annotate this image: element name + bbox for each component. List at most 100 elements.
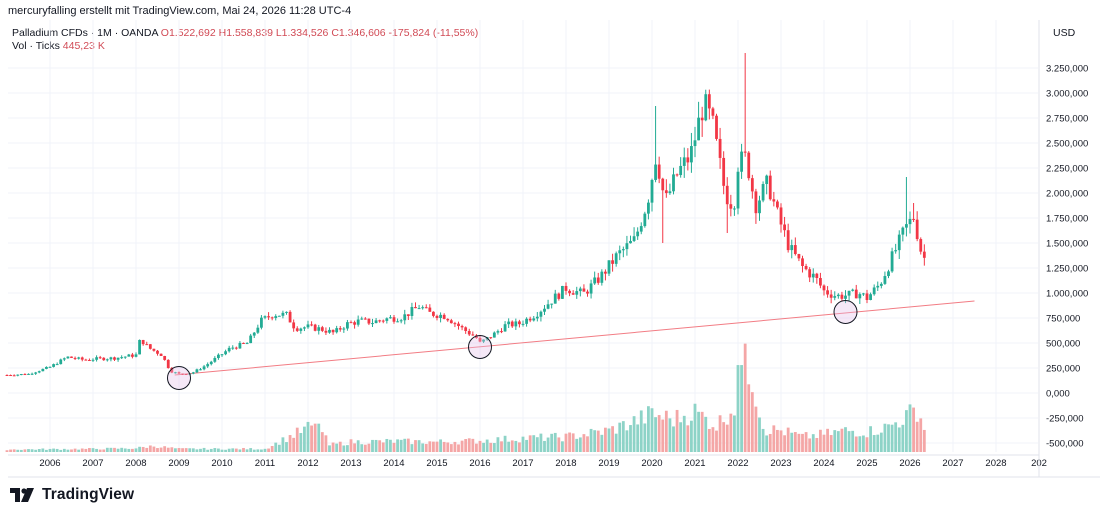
volume-bar: [206, 449, 210, 452]
volume-bar: [722, 422, 726, 452]
x-tick-label: 2013: [340, 458, 361, 469]
candle-body: [428, 307, 432, 312]
volume-bar: [908, 404, 912, 452]
y-tick-label: -500,000: [1046, 439, 1084, 450]
volume-bar: [410, 444, 414, 452]
x-tick-label: 2022: [727, 458, 748, 469]
volume-bar: [503, 435, 507, 452]
volume-bars: [5, 343, 926, 452]
x-tick-label: 2008: [125, 458, 146, 469]
x-tick-label: 2028: [985, 458, 1006, 469]
candle-body: [141, 339, 145, 345]
candle-body: [59, 359, 63, 365]
volume-bar: [310, 425, 313, 452]
candle-body: [238, 342, 242, 349]
candle-body: [367, 318, 371, 324]
candle-body: [733, 208, 736, 210]
volume-bar: [242, 447, 245, 452]
x-tick-label: 2018: [555, 458, 576, 469]
currency-button[interactable]: USD: [1053, 27, 1076, 39]
volume-bar: [561, 441, 564, 452]
volume-bar: [629, 425, 632, 452]
candle-body: [170, 368, 174, 373]
candle-body: [145, 344, 149, 346]
volume-bar: [134, 448, 138, 452]
candle-body: [854, 289, 858, 299]
candle-body: [887, 271, 890, 277]
candle-body: [202, 366, 206, 370]
candle-body: [847, 290, 851, 296]
candle-body: [163, 356, 167, 360]
volume-bar: [356, 440, 360, 452]
volume-bar: [52, 448, 55, 452]
volume-bar: [611, 426, 614, 452]
candle-body: [270, 317, 274, 319]
candle-body: [779, 207, 783, 225]
volume-bar: [123, 448, 127, 452]
x-tick-label: 2021: [684, 458, 705, 469]
volume-bar: [170, 447, 174, 452]
candle-body: [389, 317, 392, 319]
candle-body: [786, 230, 790, 251]
candle-body: [661, 178, 665, 191]
y-tick-label: 2.750,000: [1046, 114, 1088, 125]
candle-body: [521, 323, 525, 325]
volume-bar: [249, 448, 253, 452]
chart-caption: mercuryfalling erstellt mit TradingView.…: [8, 5, 352, 17]
candle-body: [883, 276, 887, 284]
volume-bar: [528, 435, 532, 452]
candle-body: [98, 357, 102, 359]
symbol-name[interactable]: Palladium CFDs · 1M · OANDA: [12, 27, 158, 39]
candle-body: [901, 227, 905, 235]
volume-bar: [783, 435, 786, 452]
candle-body: [582, 288, 586, 292]
volume-bar: [543, 440, 546, 452]
candle-body: [507, 321, 511, 325]
candle-body: [869, 294, 872, 300]
candle-body: [808, 269, 812, 278]
volume-bar: [27, 449, 30, 452]
volume-bar: [865, 437, 869, 452]
candle-body: [460, 326, 464, 328]
y-tick-label: 2.500,000: [1046, 139, 1088, 150]
candle-body: [45, 366, 48, 369]
volume-bar: [381, 442, 385, 452]
volume-bar: [797, 433, 801, 452]
candle-body: [568, 290, 571, 294]
volume-bar: [872, 435, 876, 452]
y-tick-label: 3.250,000: [1046, 64, 1088, 75]
candle-body: [331, 329, 335, 333]
volume-bar: [492, 443, 496, 452]
volume-bar: [184, 448, 188, 452]
volume-bar: [844, 427, 847, 452]
volume-label[interactable]: Vol · Ticks: [12, 40, 60, 52]
tradingview-logo-icon: [10, 488, 34, 502]
candle-body: [195, 369, 199, 373]
volume-bar: [482, 442, 485, 452]
candle-body: [754, 191, 758, 214]
candle-body: [385, 318, 389, 321]
candle-body: [342, 328, 346, 330]
volume-bar: [765, 435, 769, 452]
candle-body: [399, 320, 403, 322]
candle-body: [503, 324, 507, 332]
candle-body: [131, 354, 134, 357]
volume-bar: [604, 427, 607, 452]
volume-bar: [654, 417, 657, 452]
candle-body: [442, 314, 446, 319]
candle-body: [295, 328, 299, 331]
volume-bar: [256, 449, 260, 452]
volume-bar: [743, 343, 747, 452]
candle-body: [596, 277, 600, 283]
candle-body: [700, 117, 704, 121]
candle-body: [288, 311, 292, 323]
tradingview-logo[interactable]: TradingView: [10, 486, 134, 504]
x-tick-label: 2019: [598, 458, 619, 469]
volume-bar: [510, 440, 514, 452]
candle-body: [123, 356, 127, 358]
candle-body: [654, 164, 657, 180]
volume-bar: [793, 432, 797, 452]
volume-bar: [679, 422, 683, 452]
candle-body: [346, 322, 349, 329]
